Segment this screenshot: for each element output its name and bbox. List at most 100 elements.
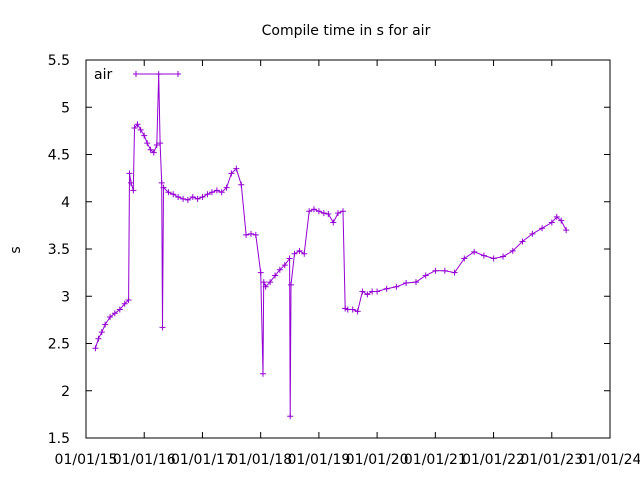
data-point [306, 208, 313, 215]
data-point [262, 283, 269, 290]
data-point [159, 324, 166, 331]
y-tick-label: 4 [61, 195, 70, 211]
y-axis-label: s [8, 246, 24, 253]
data-point [102, 321, 109, 328]
data-point [553, 213, 560, 220]
data-point [144, 140, 151, 147]
data-point [276, 266, 283, 273]
data-point [98, 329, 105, 336]
data-point [243, 231, 250, 238]
data-point [451, 269, 458, 276]
data-point [558, 217, 565, 224]
data-point [296, 247, 303, 254]
legend-marker [133, 71, 139, 77]
data-point [267, 279, 274, 286]
data-point [509, 247, 516, 254]
data-point [116, 306, 123, 313]
data-point [471, 248, 478, 255]
data-point [165, 189, 172, 196]
data-point [461, 255, 468, 262]
data-point [490, 255, 497, 262]
x-tick-label: 01/01/22 [462, 452, 525, 468]
data-point [260, 279, 267, 286]
chart-title: Compile time in s for air [262, 23, 431, 39]
data-point [184, 196, 191, 203]
data-point [539, 225, 546, 232]
data-point [374, 288, 381, 295]
data-point [359, 288, 366, 295]
data-point [233, 165, 240, 172]
data-point [125, 297, 132, 304]
data-point [548, 219, 555, 226]
data-point [238, 181, 245, 188]
data-point [130, 187, 137, 194]
y-tick-label: 5 [61, 100, 70, 116]
y-tick-label: 3.5 [48, 242, 70, 258]
data-point [257, 269, 264, 276]
plot-area: 1.522.533.544.555.501/01/1501/01/1601/01… [48, 53, 640, 468]
legend-label-air: air [94, 67, 112, 83]
series-line-air [94, 74, 567, 417]
data-point [92, 345, 99, 352]
data-point [342, 305, 349, 312]
x-tick-label: 01/01/16 [113, 452, 176, 468]
data-point [519, 238, 526, 245]
y-tick-label: 4.5 [48, 148, 70, 164]
data-point [204, 191, 211, 198]
data-point [325, 211, 332, 218]
data-point [310, 206, 317, 213]
y-tick-label: 3 [61, 289, 70, 305]
data-point [281, 262, 288, 269]
data-point [259, 370, 266, 377]
x-tick-label: 01/01/23 [520, 452, 583, 468]
data-point [95, 335, 102, 342]
data-point [107, 314, 114, 321]
data-point [180, 195, 187, 202]
data-point [272, 272, 279, 279]
data-point [134, 121, 141, 128]
data-point [301, 250, 308, 257]
data-point [153, 142, 160, 149]
y-tick-label: 5.5 [48, 53, 70, 69]
data-point [403, 280, 410, 287]
y-tick-label: 2 [61, 384, 70, 400]
data-point [175, 194, 182, 201]
x-tick-label: 01/01/20 [346, 452, 409, 468]
data-point [137, 126, 144, 133]
data-point [252, 231, 259, 238]
x-tick-label: 01/01/21 [404, 452, 467, 468]
data-point [480, 252, 487, 259]
data-point [208, 189, 215, 196]
data-point [286, 255, 293, 262]
x-tick-label: 01/01/18 [229, 452, 292, 468]
x-tick-label: 01/01/19 [287, 452, 350, 468]
data-point [335, 210, 342, 217]
data-point [121, 300, 128, 307]
data-point [189, 194, 196, 201]
data-point [500, 253, 507, 260]
data-point [288, 281, 295, 288]
data-point [150, 149, 157, 156]
data-point [349, 306, 356, 313]
data-point [383, 285, 390, 292]
legend-marker [175, 71, 181, 77]
data-point [320, 210, 327, 217]
data-point [287, 413, 294, 420]
y-tick-label: 1.5 [48, 431, 70, 447]
data-point [111, 310, 118, 317]
data-point [213, 187, 220, 194]
data-point [158, 179, 165, 186]
data-point [141, 132, 148, 139]
legend: air [94, 67, 181, 83]
data-point [160, 184, 167, 191]
x-tick-label: 01/01/24 [579, 452, 640, 468]
data-point [218, 189, 225, 196]
data-point [194, 195, 201, 202]
data-point [126, 170, 133, 177]
data-point [147, 146, 154, 153]
data-point [170, 191, 177, 198]
plot-frame [85, 59, 611, 439]
data-point [223, 184, 230, 191]
x-tick-label: 01/01/15 [55, 452, 118, 468]
